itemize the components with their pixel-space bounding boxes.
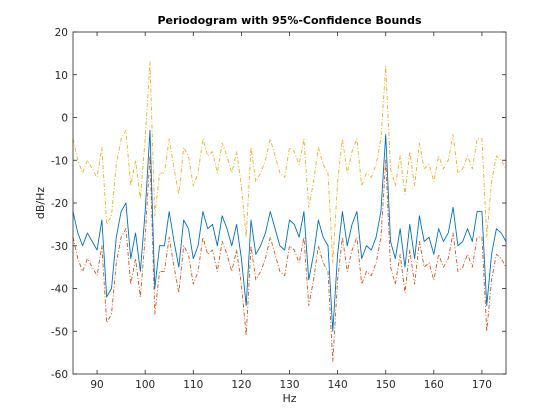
y-tick-label: -30 (51, 241, 68, 253)
x-tick-label: 170 (472, 379, 492, 391)
x-tick-label: 150 (376, 379, 396, 391)
series-line-0 (72, 129, 507, 332)
series-layer (72, 61, 507, 362)
y-tick-label: -40 (51, 284, 68, 296)
y-tick-label: 10 (55, 70, 68, 82)
y-tick-label: -50 (51, 326, 68, 338)
y-axis-label: dB/Hz (34, 187, 47, 220)
x-tick-label: 160 (424, 379, 444, 391)
chart-title: Periodogram with 95%-Confidence Bounds (157, 14, 422, 27)
x-tick-label: 90 (90, 379, 103, 391)
x-axis-label: Hz (282, 392, 296, 405)
x-tick-label: 120 (231, 379, 251, 391)
plot-area (73, 32, 506, 374)
x-tick-label: 110 (183, 379, 203, 391)
x-tick-label: 100 (135, 379, 155, 391)
y-tick-label: 20 (55, 27, 68, 39)
x-tick-label: 130 (279, 379, 299, 391)
ticks-layer: 90 100 110 120 130 140 150 160 17020100-10-20-30… (51, 27, 506, 391)
y-tick-label: 0 (61, 113, 68, 125)
x-tick-label: 140 (328, 379, 348, 391)
y-tick-label: -60 (51, 369, 68, 381)
series-line-2 (72, 61, 507, 264)
y-tick-label: -20 (51, 198, 68, 210)
y-tick-label: -10 (51, 155, 68, 167)
